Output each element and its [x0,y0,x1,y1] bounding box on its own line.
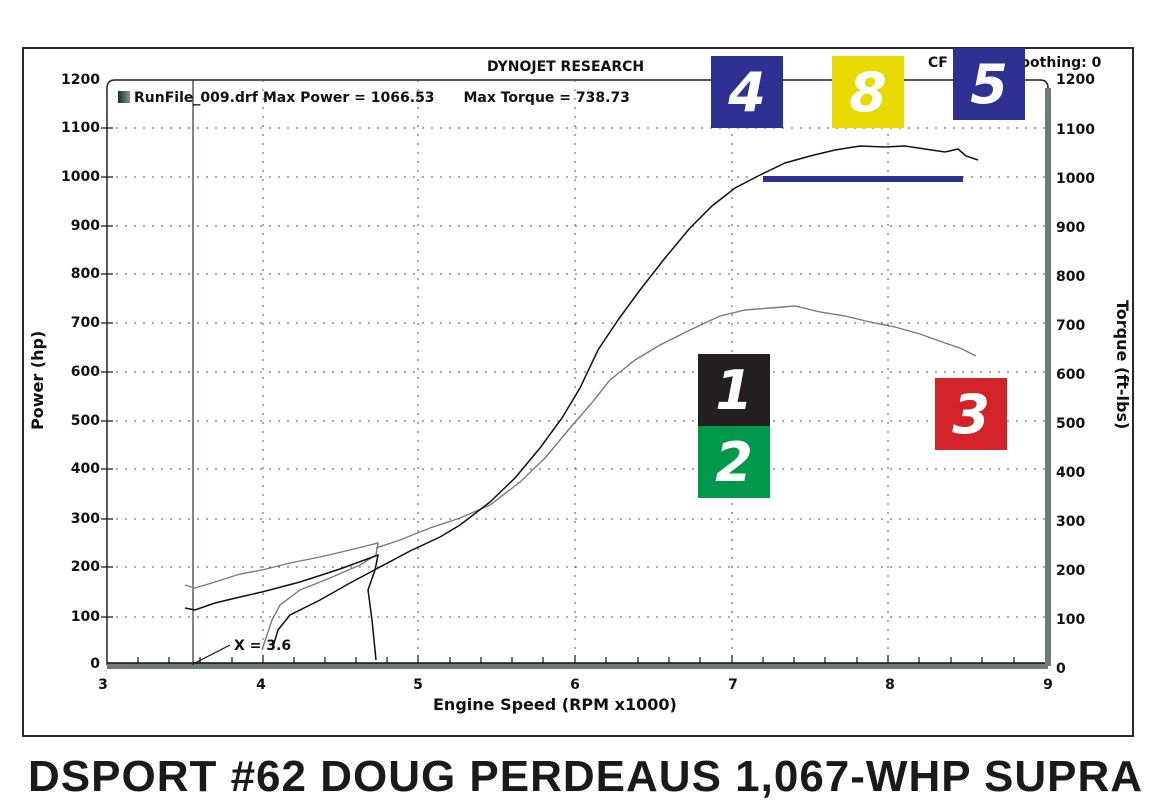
x-tick: 8 [885,677,895,693]
y-tick-right: 0 [1056,661,1066,677]
badge-2: 2 [698,426,770,498]
y-tick-right: 300 [1056,514,1086,530]
legend-swatch-icon [118,91,130,103]
y-tick-left: 1100 [61,120,100,136]
y-tick-left: 500 [70,413,100,429]
x-tick: 3 [98,677,108,693]
y-tick-right: 1100 [1056,122,1095,138]
y-axis-label-right: Torque (ft-lbs) [1113,300,1132,430]
x-marker-annotation: X = 3.6 [234,638,292,654]
smoothing-label: CF moothing: 0 [928,55,1102,71]
y-tick-left: 1200 [61,72,100,88]
y-tick-right: 900 [1056,220,1086,236]
badge-1: 1 [698,354,770,426]
y-tick-right: 500 [1056,416,1086,432]
y-tick-left: 800 [70,266,100,282]
y-tick-right: 1000 [1056,171,1095,187]
y-tick-right: 600 [1056,367,1086,383]
y-tick-right: 200 [1056,563,1086,579]
badge-5: 5 [953,48,1025,120]
y-tick-left: 400 [70,461,100,477]
y-tick-right: 800 [1056,269,1086,285]
x-tick: 9 [1043,677,1053,693]
badge-4: 4 [711,56,783,128]
legend: RunFile_009.drf Max Power = 1066.53 Max … [118,90,630,106]
y-tick-left: 200 [70,559,100,575]
x-tick: 4 [256,677,266,693]
y-tick-left: 900 [70,218,100,234]
caption-headline: DSPORT #62 DOUG PERDEAUS 1,067-WHP SUPRA [28,752,1144,801]
y-tick-right: 1200 [1056,72,1095,88]
chart-frame [22,47,1134,737]
x-tick: 6 [570,677,580,693]
y-tick-right: 400 [1056,465,1086,481]
x-tick: 5 [413,677,423,693]
highlight-bar [763,176,963,182]
y-tick-left: 600 [70,364,100,380]
y-tick-right: 100 [1056,612,1086,628]
y-tick-left: 1000 [61,169,100,185]
y-tick-left: 700 [70,315,100,331]
x-tick: 7 [728,677,738,693]
badge-8: 8 [832,56,904,128]
badge-3: 3 [935,378,1007,450]
y-tick-left: 0 [90,656,100,672]
power-curve [184,145,979,661]
y-tick-right: 700 [1056,318,1086,334]
y-tick-left: 300 [70,511,100,527]
chart-title: DYNOJET RESEARCH [487,59,645,75]
x-axis-label: Engine Speed (RPM x1000) [433,695,677,714]
torque-curve [184,305,977,651]
dyno-plot [101,79,1051,669]
y-tick-left: 100 [70,609,100,625]
y-axis-label-left: Power (hp) [28,330,47,430]
